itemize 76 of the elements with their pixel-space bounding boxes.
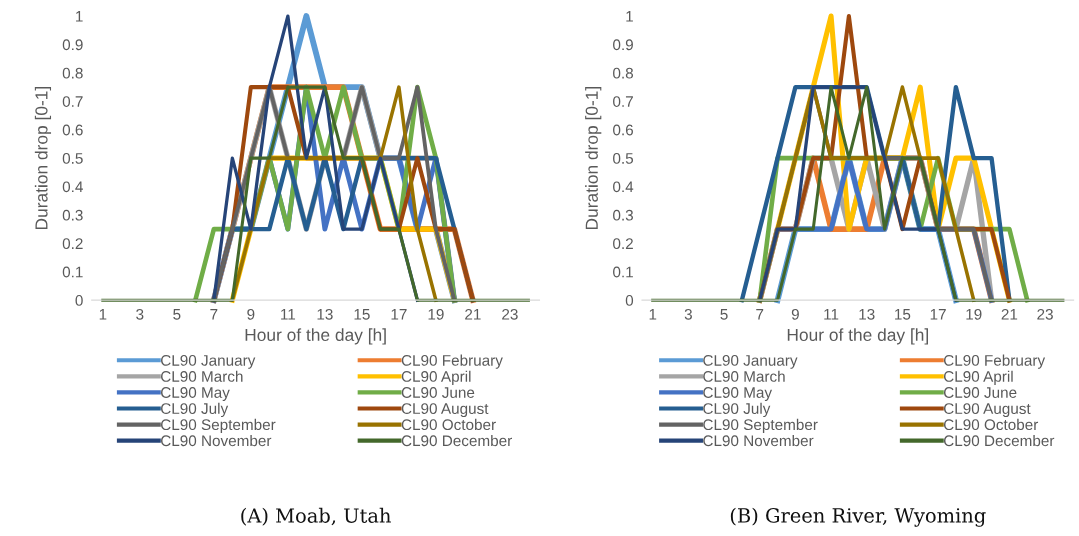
y-tick-label: 0.8 [613, 67, 634, 79]
legend-label: CL90 November [161, 434, 272, 447]
y-tick-label: 0.4 [613, 181, 634, 193]
x-tick-label: 23 [502, 308, 518, 320]
y-tick-label: 0.2 [613, 238, 633, 250]
legend-label: CL90 March [703, 370, 785, 382]
legend-label: CL90 May [161, 387, 230, 401]
y-tick-label: 0.6 [62, 124, 83, 136]
text: (B) Green River, Wyoming [730, 507, 986, 527]
y-tick-label: 1 [626, 11, 633, 22]
x-tick-label: 13 [317, 308, 333, 320]
y-tick-label: 0 [625, 295, 634, 306]
legend-label: CL90 October [401, 418, 496, 431]
y-tick-label: 0.7 [613, 96, 633, 107]
legend-label: CL90 March [161, 370, 243, 382]
x-tick-label: 11 [824, 309, 839, 320]
legend-label: CL90 February [943, 354, 1046, 369]
x-tick-label: 17 [391, 309, 407, 320]
x-tick-label: 7 [210, 309, 218, 320]
x-tick-label: 19 [966, 308, 982, 320]
x-tick-label: 3 [136, 308, 144, 320]
x-tick-label: 13 [859, 308, 875, 320]
x-axis-title: Hour of the day [h] [245, 328, 386, 345]
legend-label: CL90 December [943, 434, 1055, 447]
y-tick-label: 1 [76, 11, 83, 22]
y-tick-label: 0.6 [613, 124, 633, 136]
y-tick-label: 0.8 [62, 67, 83, 79]
x-tick-label: 5 [173, 309, 181, 320]
x-tick-label: 9 [791, 308, 799, 320]
y-tick-label: 0.5 [62, 152, 83, 164]
legend-label: CL90 July [703, 402, 771, 418]
legend-label: CL90 May [703, 387, 773, 401]
y-tick-label: 0.2 [62, 238, 83, 250]
x-tick-label: 21 [1001, 308, 1018, 320]
legend-label: CL90 September [161, 418, 276, 434]
legend-label: CL90 January [161, 354, 256, 369]
legend-label: CL90 September [703, 418, 818, 434]
x-tick-label: 1 [99, 309, 107, 320]
legend-label: CL90 January [703, 354, 798, 369]
legend-label: CL90 July [161, 402, 229, 418]
y-tick-label: 0.9 [613, 39, 633, 51]
x-tick-label: 17 [930, 309, 946, 320]
x-tick-label: 5 [720, 309, 728, 320]
y-tick-label: 0.7 [62, 96, 83, 107]
y-tick-label: 0.3 [62, 209, 83, 221]
legend-label: CL90 June [401, 387, 475, 398]
x-tick-label: 9 [247, 308, 255, 320]
y-tick-label: 0.4 [62, 181, 83, 193]
legend-label: CL90 April [943, 370, 1013, 385]
y-tick-label: 0.5 [613, 152, 634, 164]
x-tick-label: 15 [354, 309, 370, 320]
legend-label: CL90 June [943, 387, 1017, 398]
legend-label: CL90 April [401, 370, 471, 385]
text: (A) Moab, Utah [241, 507, 391, 526]
y-axis-title: Duration drop [0-1] [34, 86, 52, 230]
x-axis-title: Hour of the day [h] [787, 328, 928, 345]
x-tick-label: 3 [684, 308, 692, 320]
y-tick-label: 0 [75, 295, 83, 306]
y-tick-label: 0.3 [613, 209, 633, 221]
legend-label: CL90 November [703, 434, 814, 447]
x-tick-label: 7 [756, 309, 764, 320]
legend-label: CL90 August [943, 403, 1031, 418]
legend-label: CL90 October [943, 418, 1039, 431]
y-tick-label: 0.9 [62, 39, 83, 51]
x-tick-label: 15 [895, 309, 911, 320]
y-tick-label: 0.1 [613, 266, 633, 278]
legend-label: CL90 December [401, 434, 512, 447]
x-tick-label: 19 [428, 308, 444, 320]
legend-label: CL90 February [401, 354, 503, 369]
y-tick-label: 0.1 [62, 266, 83, 278]
y-axis-title: Duration drop [0-1] [585, 86, 602, 230]
x-tick-label: 1 [649, 309, 657, 320]
x-tick-label: 23 [1037, 308, 1053, 320]
legend-label: CL90 August [401, 403, 489, 418]
x-tick-label: 21 [465, 308, 481, 320]
x-tick-label: 11 [281, 309, 296, 320]
